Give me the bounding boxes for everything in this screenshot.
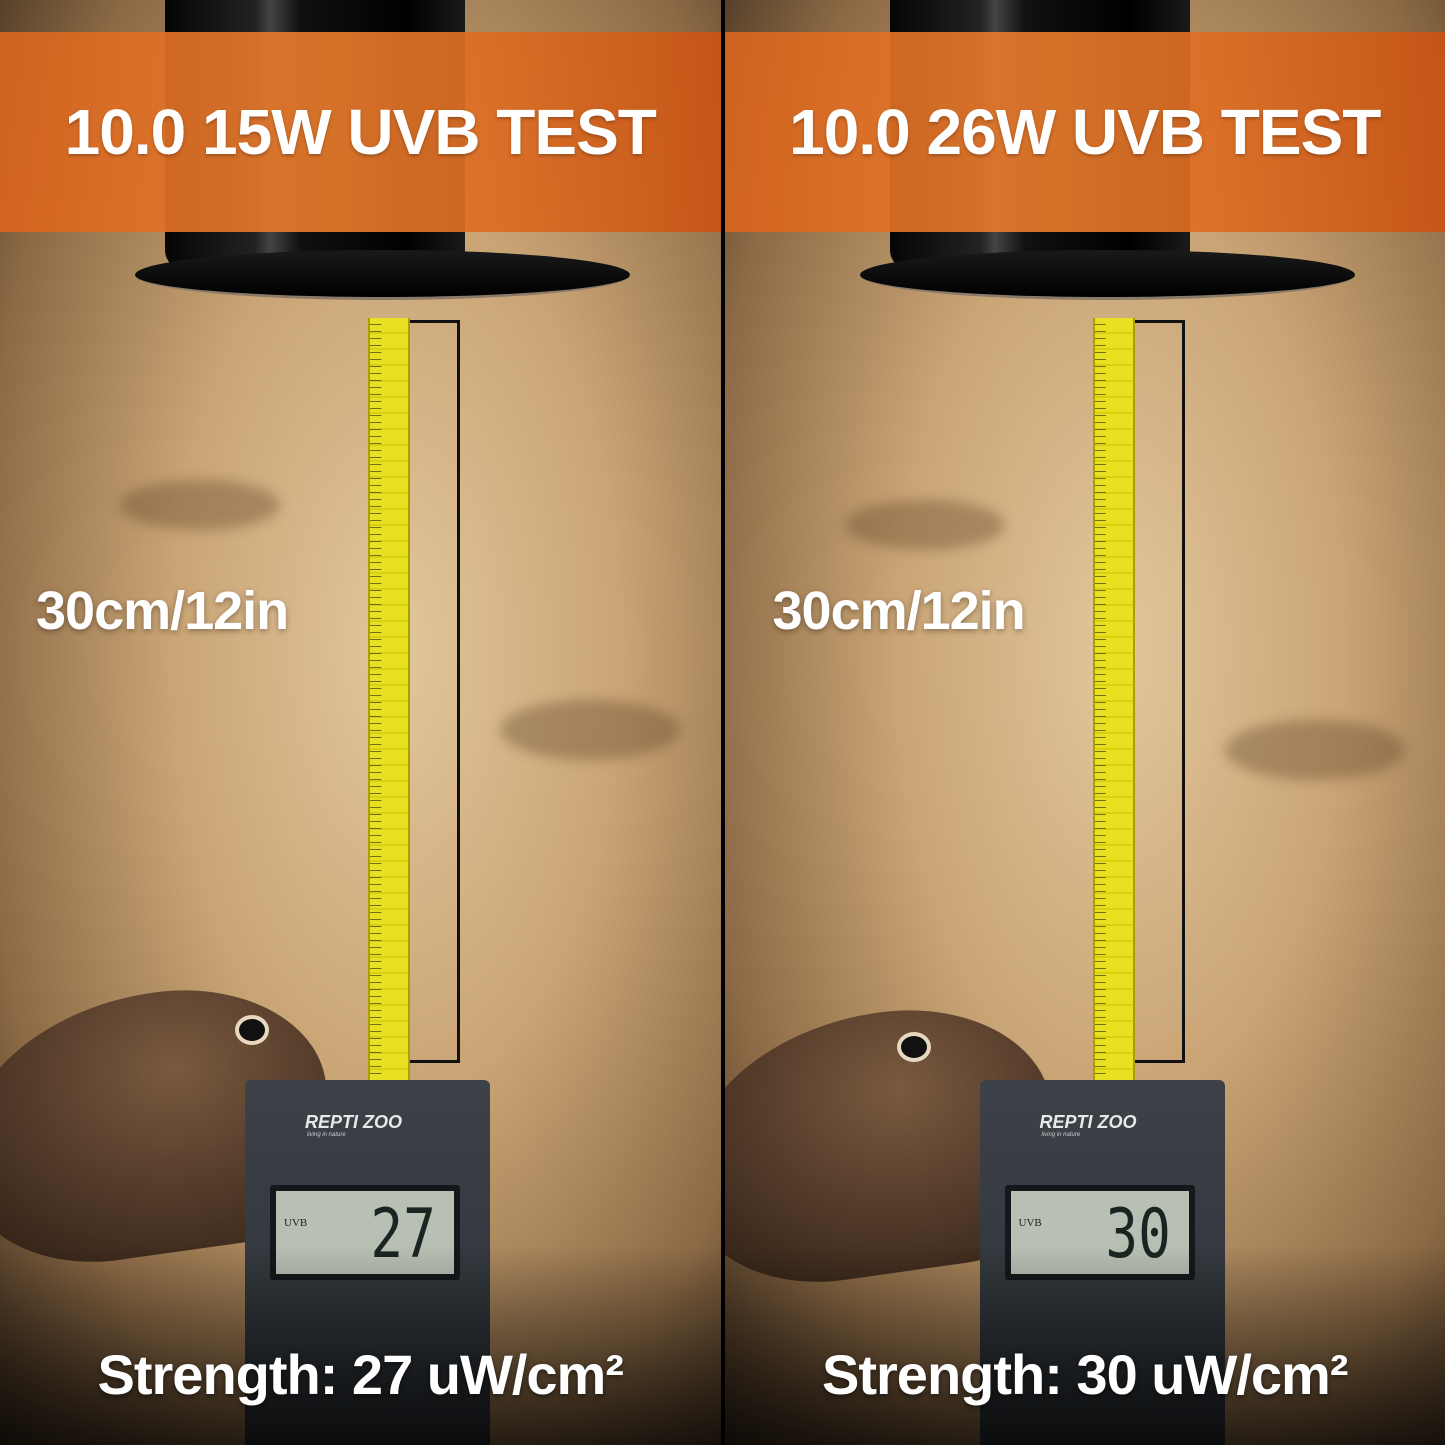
- distance-label: 30cm/12in: [36, 581, 289, 641]
- display-label: UVB: [1018, 1217, 1042, 1229]
- measuring-tape: [1092, 318, 1135, 1080]
- lamp-rim: [859, 250, 1355, 300]
- meter-logo: REPTI ZOO: [1039, 1112, 1137, 1132]
- test-title: 10.0 26W UVB TEST: [789, 96, 1381, 168]
- strength-caption: Strength: 30 uW/cm²: [822, 1343, 1348, 1406]
- rock-texture: [500, 700, 680, 760]
- title-banner: 10.0 15W UVB TEST: [0, 32, 721, 232]
- meter-tagline: living in nature: [1041, 1132, 1081, 1138]
- distance-bracket: [410, 320, 460, 1063]
- bottom-shade: [724, 1245, 1445, 1445]
- display-label: UVB: [284, 1217, 308, 1229]
- meter-tagline: living in nature: [307, 1132, 346, 1138]
- panel-15w: 10.0 15W UVB TEST 30cm/12in REPTI ZOO li…: [0, 0, 721, 1445]
- distance-label: 30cm/12in: [772, 581, 1026, 641]
- test-title: 10.0 15W UVB TEST: [64, 96, 657, 168]
- strength-caption: Strength: 27 uW/cm²: [97, 1343, 624, 1406]
- rock-texture: [1224, 720, 1405, 780]
- title-banner: 10.0 26W UVB TEST: [724, 32, 1445, 232]
- panel-26w: 10.0 26W UVB TEST 30cm/12in REPTI ZOO li…: [724, 0, 1445, 1445]
- lizard-eye: [235, 1015, 269, 1045]
- rock-texture: [120, 480, 280, 530]
- distance-bracket: [1134, 320, 1185, 1063]
- meter-logo: REPTI ZOO: [305, 1112, 403, 1132]
- lamp-rim: [135, 250, 630, 300]
- lizard-eye: [896, 1032, 931, 1062]
- bottom-shade: [0, 1245, 721, 1445]
- rock-texture: [844, 500, 1005, 550]
- measuring-tape: [368, 318, 410, 1080]
